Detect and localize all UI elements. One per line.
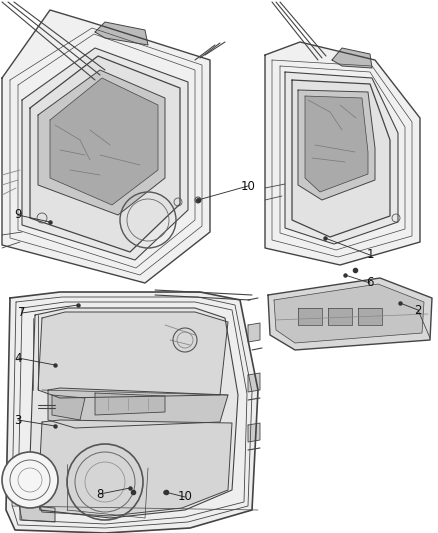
Polygon shape — [292, 80, 390, 237]
Polygon shape — [20, 505, 55, 522]
Polygon shape — [298, 308, 322, 325]
Polygon shape — [38, 312, 228, 398]
Polygon shape — [328, 308, 352, 325]
Polygon shape — [274, 284, 424, 343]
Polygon shape — [285, 72, 398, 244]
Text: 2: 2 — [414, 303, 422, 317]
Polygon shape — [48, 388, 228, 428]
Polygon shape — [30, 56, 180, 252]
Text: 6: 6 — [366, 277, 374, 289]
Polygon shape — [358, 308, 382, 325]
Polygon shape — [305, 96, 368, 192]
Polygon shape — [298, 90, 375, 200]
Polygon shape — [95, 393, 165, 415]
Polygon shape — [38, 70, 165, 215]
Text: 9: 9 — [14, 208, 22, 222]
Polygon shape — [265, 42, 420, 265]
Polygon shape — [248, 323, 260, 342]
Text: 8: 8 — [96, 488, 104, 500]
Polygon shape — [268, 278, 432, 350]
Polygon shape — [332, 48, 372, 68]
Circle shape — [2, 452, 58, 508]
Text: 10: 10 — [177, 490, 192, 504]
Text: 10: 10 — [240, 180, 255, 192]
Polygon shape — [22, 48, 188, 260]
Polygon shape — [2, 10, 210, 283]
Polygon shape — [30, 308, 238, 518]
Polygon shape — [6, 292, 258, 533]
Polygon shape — [50, 78, 158, 205]
Text: 3: 3 — [14, 414, 22, 426]
Polygon shape — [248, 423, 260, 442]
Polygon shape — [52, 395, 85, 420]
Text: 4: 4 — [14, 351, 22, 365]
Text: 1: 1 — [366, 248, 374, 262]
Text: 7: 7 — [18, 306, 26, 319]
Polygon shape — [95, 22, 148, 45]
Polygon shape — [248, 373, 260, 392]
Polygon shape — [38, 420, 232, 516]
